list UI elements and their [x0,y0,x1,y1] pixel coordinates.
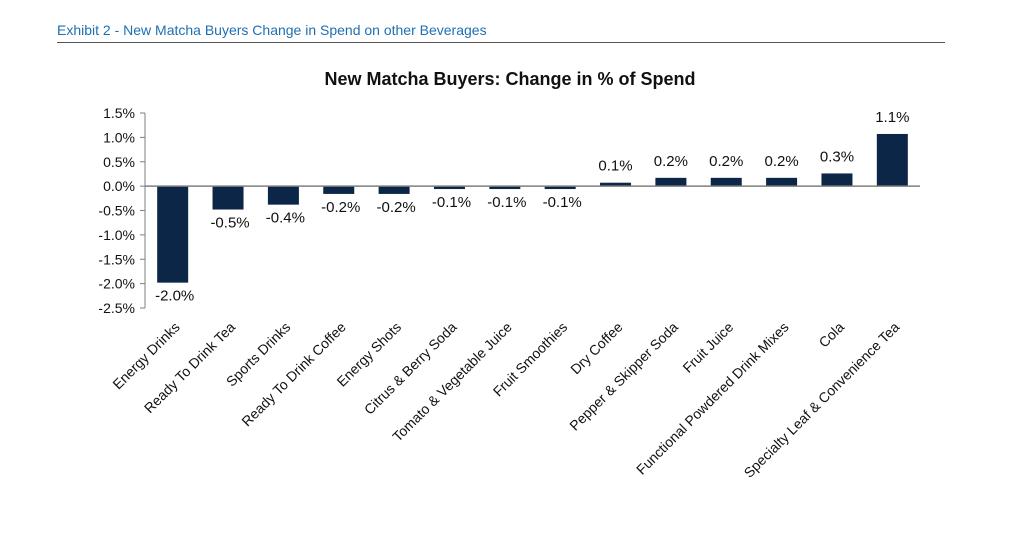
x-tick-label: Ready To Drink Tea [141,319,238,416]
bar [212,186,244,210]
data-label: -0.4% [266,210,305,227]
data-label: -0.2% [377,199,416,216]
bar [489,186,521,190]
y-tick-label: 0.0% [103,178,135,194]
y-tick-label: -0.5% [98,203,135,219]
x-tick-label: Pepper & Skipper Soda [566,319,681,434]
bar [655,177,687,187]
data-label: 0.2% [709,153,743,170]
bar [766,177,798,187]
y-tick-label: -2.5% [98,300,135,316]
data-label: -2.0% [155,288,194,305]
data-label: -0.2% [321,199,360,216]
y-tick-label: 1.5% [103,105,135,121]
x-tick-label: Ready To Drink Coffee [238,319,349,430]
bar [157,186,189,283]
x-tick-label: Dry Coffee [567,319,626,378]
y-tick-label: 1.0% [103,129,135,145]
y-tick-label: -1.5% [98,251,135,267]
data-label: -0.1% [543,194,582,211]
data-label: -0.5% [210,215,249,232]
data-labels: -2.0% -0.5% -0.4% -0.2% -0.2% -0.1% -0.1% -0.1%… [155,109,909,305]
data-label: -0.1% [432,194,471,211]
data-label: 1.1% [875,109,909,126]
bars [157,133,908,283]
x-tick-label: Fruit Juice [679,319,736,376]
chart-title: New Matcha Buyers: Change in % of Spend [324,69,695,89]
bar [821,173,853,187]
exhibit-header: Exhibit 2 - New Matcha Buyers Change in … [57,20,945,43]
bar [267,186,299,205]
y-axis: 1.5% 1.0% 0.5% 0.0% -0.5% -1.0% -1.5% -2.0% -2.5… [98,105,146,316]
data-label: 0.2% [654,153,688,170]
data-label: -0.1% [487,194,526,211]
exhibit-title: Exhibit 2 - New Matcha Buyers Change in … [57,22,487,38]
x-tick-label: Citrus & Berry Soda [361,319,460,418]
bar [876,133,908,187]
bar [433,186,465,190]
bar [600,182,632,187]
x-tick-label: Cola [815,319,847,351]
y-tick-label: -1.0% [98,227,135,243]
bar [544,186,576,190]
data-label: 0.1% [598,158,632,175]
bar [378,186,410,194]
y-tick-label: -2.0% [98,276,135,292]
data-label: 0.3% [820,148,854,165]
data-label: 0.2% [765,153,799,170]
y-tick-label: 0.5% [103,154,135,170]
bar [710,177,742,187]
bar [323,186,355,194]
